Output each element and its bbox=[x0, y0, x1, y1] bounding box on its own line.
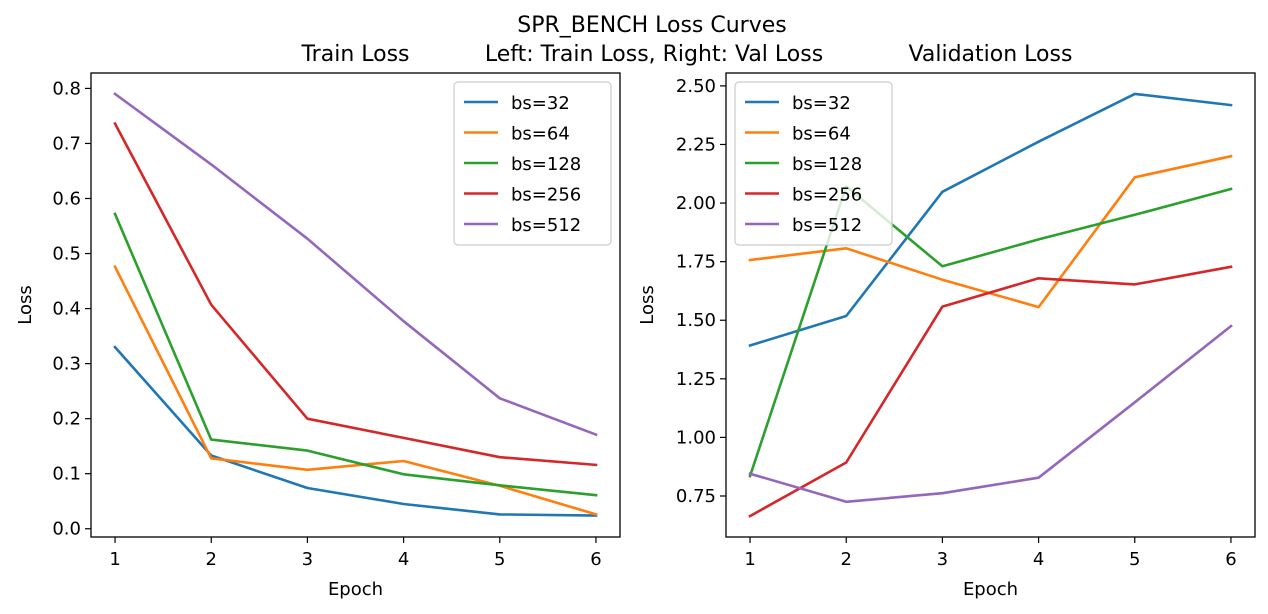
train-legend: bs=32 bs=64 bs=128 bs=256 bs=512 bbox=[453, 81, 612, 246]
val-series-line-bs-256 bbox=[748, 265, 1233, 518]
val-y-tick-label: 2.50 bbox=[676, 76, 716, 97]
train-x-axis-label: Epoch bbox=[328, 579, 383, 600]
train-x-tick-label: 4 bbox=[398, 549, 409, 570]
train-series-line-bs-32 bbox=[113, 345, 598, 517]
val-y-tick-label: 1.25 bbox=[676, 369, 716, 390]
train-loss-chart: Train Loss 1 2 3 4 5 6 0.0 0.1 0.2 0.3 0.4 0.5 0.6 0.7… bbox=[15, 42, 621, 600]
train-x-tick-label: 6 bbox=[590, 549, 601, 570]
train-x-tick-label: 2 bbox=[206, 549, 217, 570]
val-x-tick-label: 6 bbox=[1225, 549, 1236, 570]
train-series-line-bs-64 bbox=[113, 264, 598, 517]
train-x-tick-label: 1 bbox=[109, 549, 120, 570]
train-legend-label-bs-256: bs=256 bbox=[511, 185, 581, 206]
val-series-line-bs-32 bbox=[748, 92, 1233, 348]
train-y-tick-label: 0.2 bbox=[52, 409, 81, 430]
val-y-tick-label: 1.50 bbox=[676, 310, 716, 331]
val-legend: bs=32 bs=64 bs=128 bs=256 bs=512 bbox=[734, 81, 893, 246]
train-legend-label-bs-512: bs=512 bbox=[511, 215, 581, 236]
val-axes-frame bbox=[725, 72, 1256, 538]
val-y-tick-label: 1.75 bbox=[676, 252, 716, 273]
train-legend-label-bs-128: bs=128 bbox=[511, 154, 581, 175]
train-x-tick-label: 3 bbox=[302, 549, 313, 570]
train-series-line-bs-512 bbox=[113, 92, 598, 437]
val-x-tick-label: 3 bbox=[937, 549, 948, 570]
val-x-tick-label: 4 bbox=[1033, 549, 1044, 570]
val-x-tick-label: 5 bbox=[1129, 549, 1140, 570]
val-x-tick-label: 2 bbox=[841, 549, 852, 570]
val-y-tick-label: 0.75 bbox=[676, 486, 716, 507]
train-legend-label-bs-64: bs=64 bbox=[511, 124, 570, 145]
train-legend-label-bs-32: bs=32 bbox=[511, 93, 570, 114]
train-y-axis-label: Loss bbox=[15, 285, 36, 324]
val-y-tick-label: 1.00 bbox=[676, 427, 716, 448]
train-x-tick-label: 5 bbox=[494, 549, 505, 570]
train-y-tick-label: 0.1 bbox=[52, 464, 81, 485]
val-panel-title: Validation Loss bbox=[909, 42, 1073, 67]
val-y-tick-label: 2.25 bbox=[676, 134, 716, 155]
train-y-tick-label: 0.5 bbox=[52, 244, 81, 265]
val-legend-label-bs-128: bs=128 bbox=[792, 154, 862, 175]
train-series-line-bs-128 bbox=[113, 212, 598, 497]
train-series-line-bs-256 bbox=[113, 121, 598, 467]
train-y-tick-label: 0.8 bbox=[52, 78, 81, 99]
train-legend-box bbox=[453, 81, 612, 246]
figure-title: SPR_BENCH Loss Curves bbox=[517, 13, 786, 38]
val-legend-box bbox=[734, 81, 893, 246]
val-y-tick-label: 2.00 bbox=[676, 193, 716, 214]
train-y-tick-label: 0.7 bbox=[52, 133, 81, 154]
train-y-tick-label: 0.6 bbox=[52, 188, 81, 209]
figure-subtitle: Left: Train Loss, Right: Val Loss bbox=[485, 42, 823, 67]
val-x-tick-label: 1 bbox=[744, 549, 755, 570]
val-legend-label-bs-256: bs=256 bbox=[792, 185, 862, 206]
train-y-tick-label: 0.4 bbox=[52, 299, 81, 320]
val-legend-label-bs-32: bs=32 bbox=[792, 93, 851, 114]
train-axes-frame bbox=[90, 72, 621, 538]
val-legend-label-bs-64: bs=64 bbox=[792, 124, 851, 145]
val-x-axis-label: Epoch bbox=[963, 579, 1018, 600]
validation-loss-chart: Validation Loss 1 2 3 4 5 6 0.75 1.00 1.25 1.50 1.7… bbox=[637, 42, 1256, 600]
train-y-tick-label: 0.3 bbox=[52, 354, 81, 375]
val-y-axis-label: Loss bbox=[637, 285, 658, 324]
train-y-tick-label: 0.0 bbox=[52, 519, 81, 540]
val-legend-label-bs-512: bs=512 bbox=[792, 215, 862, 236]
val-series-line-bs-512 bbox=[748, 324, 1233, 504]
train-panel-title: Train Loss bbox=[300, 42, 409, 67]
